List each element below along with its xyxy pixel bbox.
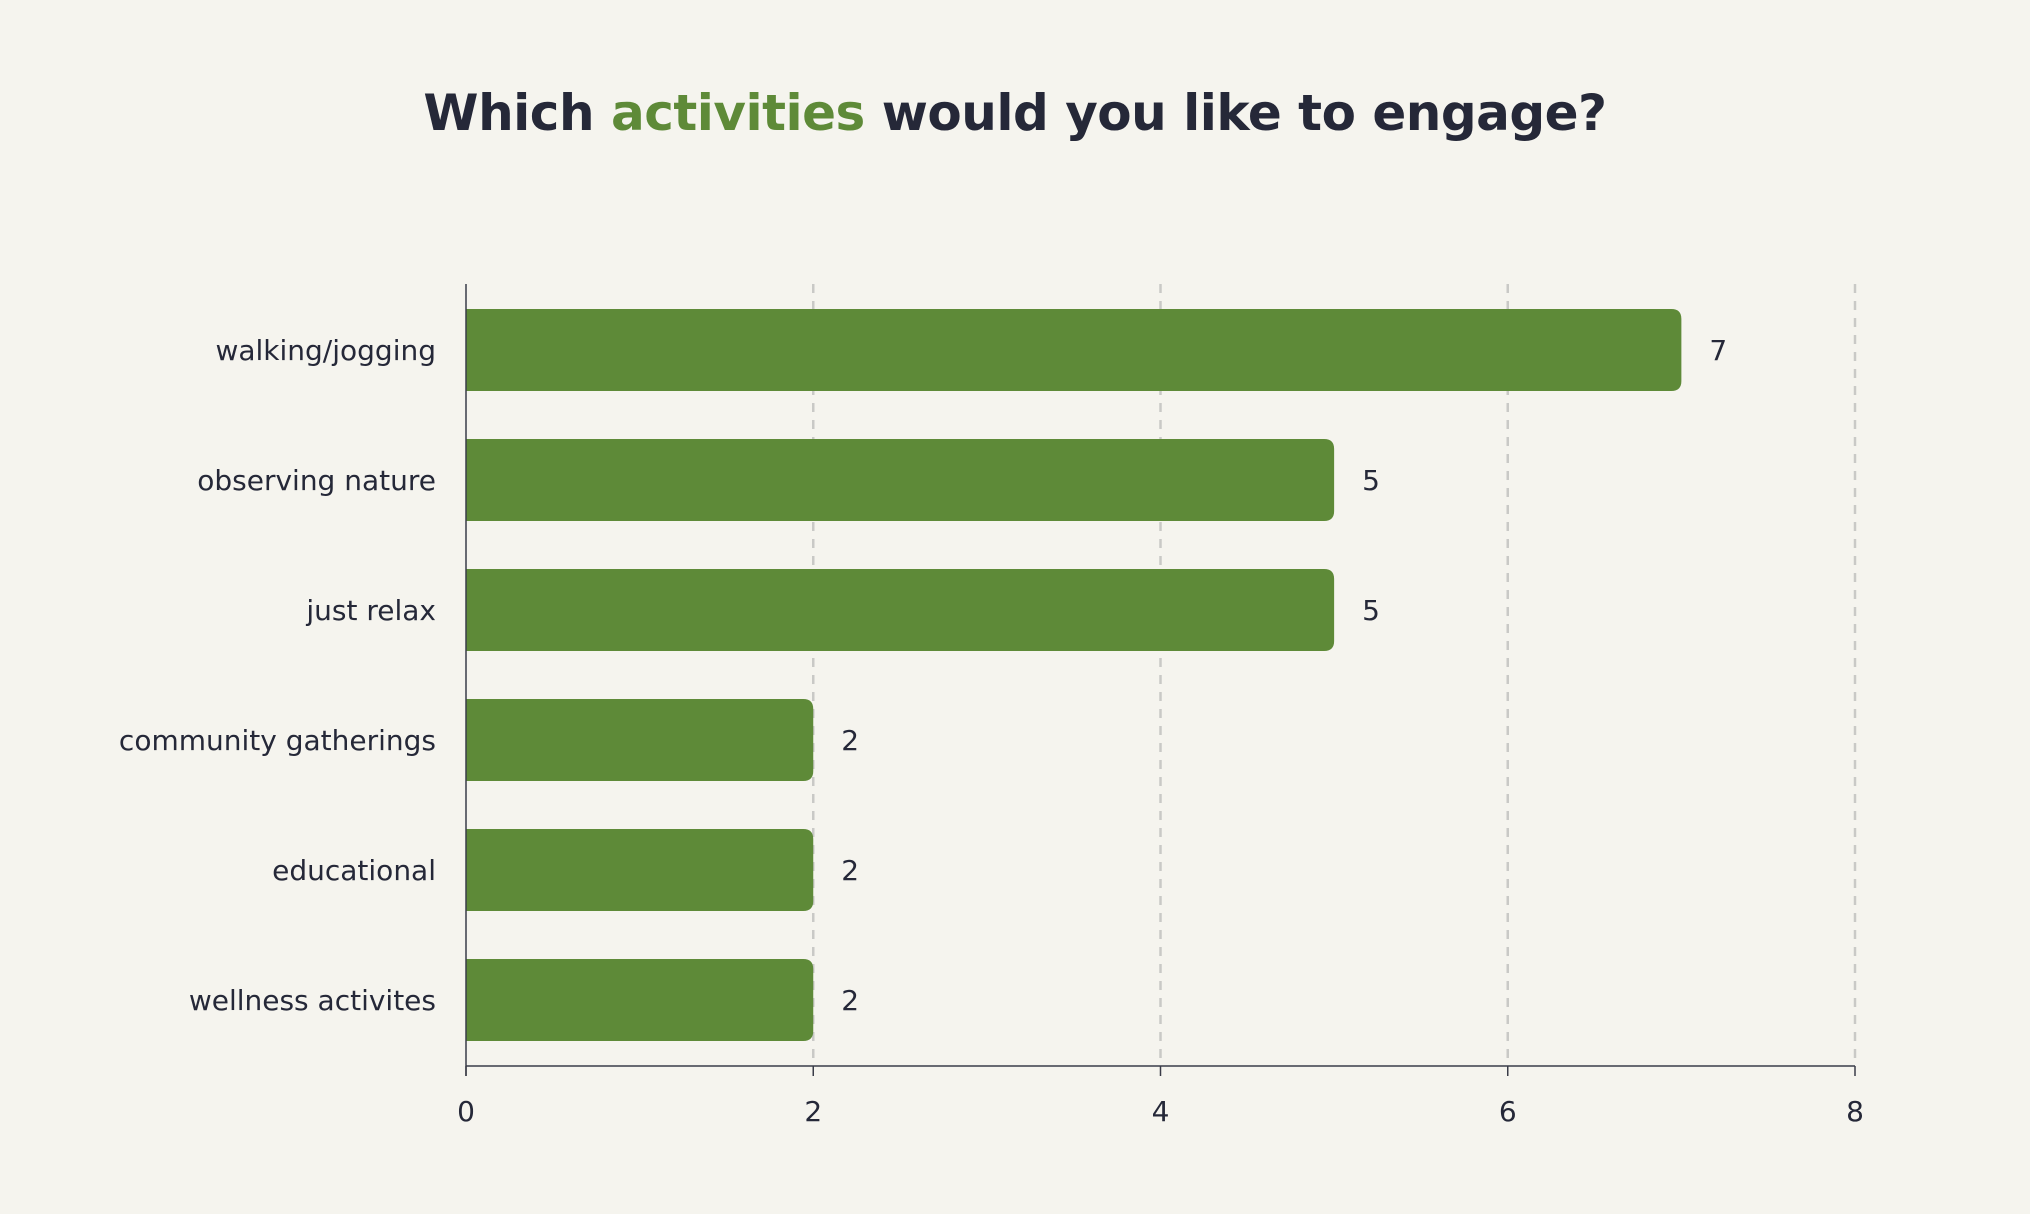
- value-label: 2: [841, 724, 859, 757]
- bar: [466, 829, 814, 911]
- x-tick-label: 0: [457, 1095, 475, 1128]
- labels: 0 2 4 6 8 walking/jogging 7 observing nature 5 ju…: [119, 334, 1864, 1128]
- category-label: walking/jogging: [215, 334, 436, 367]
- chart-title: Which activities would you like to engag…: [0, 78, 2030, 148]
- bar: [466, 699, 814, 781]
- category-label: community gatherings: [119, 724, 436, 757]
- gridlines: [812, 284, 1857, 1066]
- value-label: 5: [1362, 594, 1380, 627]
- chart-title-prefix: Which: [423, 84, 611, 142]
- x-tick-label: 2: [804, 1095, 822, 1128]
- x-tick-label: 8: [1846, 1095, 1864, 1128]
- value-label: 7: [1709, 334, 1727, 367]
- chart-title-suffix: would you like to engage?: [864, 84, 1607, 142]
- x-tick-label: 6: [1499, 1095, 1517, 1128]
- bars: [466, 309, 1682, 1041]
- x-tick-label: 4: [1152, 1095, 1170, 1128]
- value-label: 5: [1362, 464, 1380, 497]
- bar: [466, 309, 1682, 391]
- category-label: educational: [272, 854, 436, 887]
- category-label: observing nature: [197, 464, 436, 497]
- bar: [466, 959, 814, 1041]
- value-label: 2: [841, 854, 859, 887]
- value-label: 2: [841, 984, 859, 1017]
- axes: [465, 284, 1856, 1076]
- category-label: wellness activites: [189, 984, 436, 1017]
- bar: [466, 569, 1335, 651]
- chart-title-highlight: activities: [610, 84, 865, 142]
- category-label: just relax: [305, 594, 436, 627]
- bar: [466, 439, 1335, 521]
